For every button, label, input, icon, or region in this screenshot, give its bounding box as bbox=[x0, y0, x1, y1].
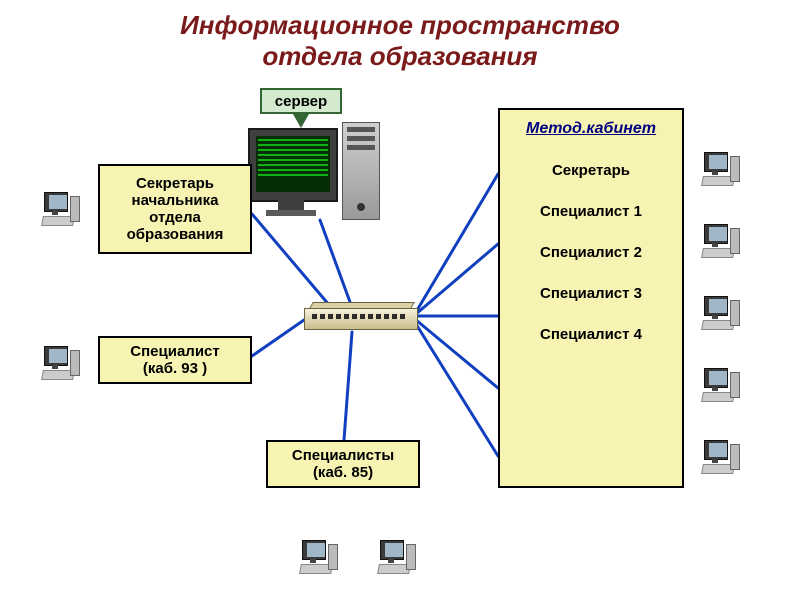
method-cabinet-item: Специалист 1 bbox=[506, 203, 676, 220]
method-cabinet-item: Секретарь bbox=[506, 162, 676, 179]
computer-icon bbox=[378, 540, 418, 576]
title-line-2: отдела образования bbox=[0, 41, 800, 72]
computer-icon bbox=[42, 192, 82, 228]
node-specialist-93: Специалист(каб. 93 ) bbox=[98, 336, 252, 384]
page-title: Информационное пространство отдела образ… bbox=[0, 10, 800, 72]
method-cabinet-header: Метод.кабинет bbox=[506, 120, 676, 138]
box-line: образования bbox=[127, 226, 224, 243]
box-line: Специалист bbox=[130, 343, 219, 360]
node-method-cabinet: Метод.кабинет Секретарь Специалист 1 Специ… bbox=[498, 108, 684, 488]
method-cabinet-item: Специалист 2 bbox=[506, 244, 676, 261]
computer-icon bbox=[702, 440, 742, 476]
method-cabinet-items: Секретарь Специалист 1 Специалист 2 Специал… bbox=[506, 162, 676, 343]
server-bubble-tail bbox=[293, 114, 309, 128]
computer-icon bbox=[702, 296, 742, 332]
server-label-bubble: сервер bbox=[260, 88, 342, 114]
box-line: отдела bbox=[149, 209, 201, 226]
box-line: Секретарь bbox=[136, 175, 214, 192]
network-switch-icon bbox=[304, 302, 416, 332]
box-line: (каб. 93 ) bbox=[143, 360, 207, 377]
title-line-1: Информационное пространство bbox=[0, 10, 800, 41]
server-label-text: сервер bbox=[275, 93, 327, 110]
computer-icon bbox=[702, 152, 742, 188]
box-line: (каб. 85) bbox=[313, 464, 373, 481]
computer-icon bbox=[702, 224, 742, 260]
box-line: начальника bbox=[132, 192, 219, 209]
method-cabinet-item: Специалист 3 bbox=[506, 285, 676, 302]
computer-icon bbox=[300, 540, 340, 576]
computer-icon bbox=[42, 346, 82, 382]
node-secretary-chief: Секретарьначальникаотделаобразования bbox=[98, 164, 252, 254]
computer-icon bbox=[702, 368, 742, 404]
method-cabinet-item: Специалист 4 bbox=[506, 326, 676, 343]
diagram-stage: Информационное пространство отдела образ… bbox=[0, 0, 800, 600]
node-specialists-85: Специалисты(каб. 85) bbox=[266, 440, 420, 488]
box-line: Специалисты bbox=[292, 447, 394, 464]
